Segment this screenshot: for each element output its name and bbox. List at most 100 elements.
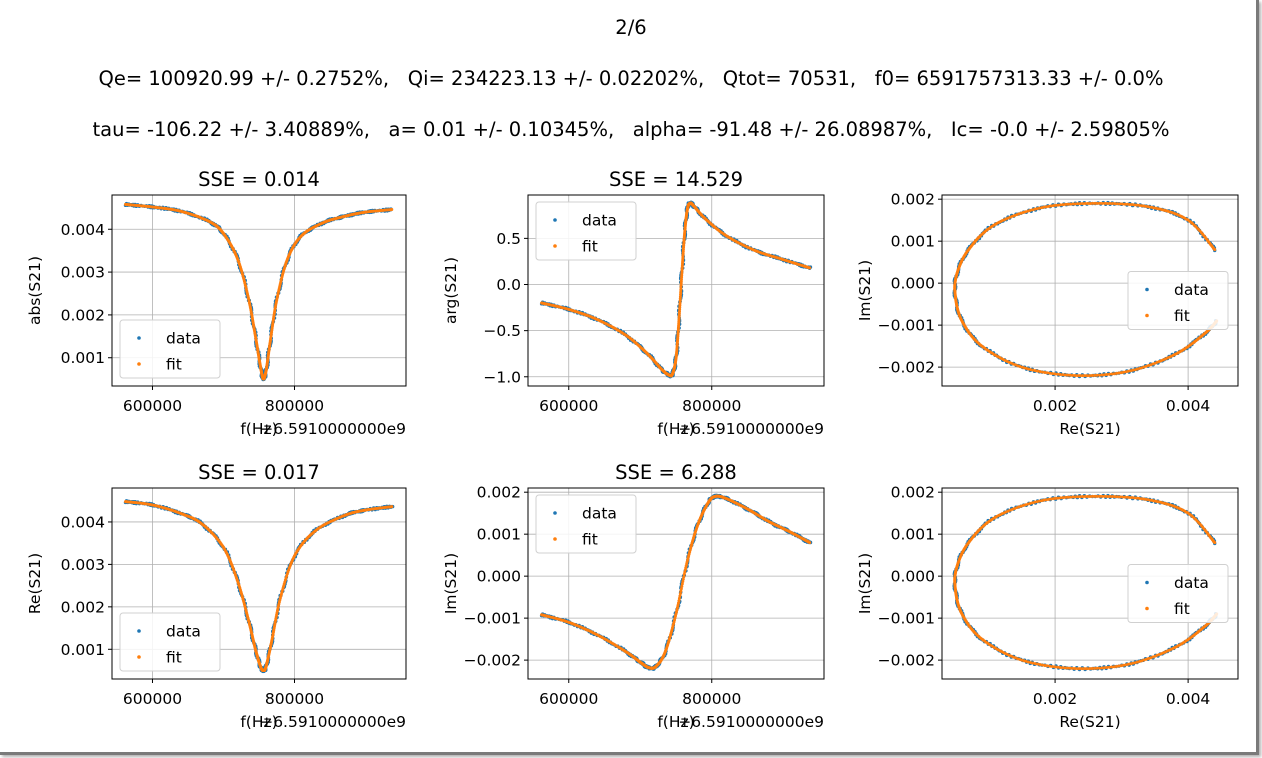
- point-fit: [1071, 495, 1075, 499]
- legend-label-fit: fit: [582, 531, 598, 549]
- legend-label-fit: fit: [166, 649, 182, 667]
- parameters-line-1: Qe= 100920.99 +/- 0.2752%, Qi= 234223.13…: [98, 67, 1164, 90]
- y-tick-label: −0.5: [483, 322, 521, 340]
- point-fit: [1140, 204, 1144, 208]
- point-fit: [1117, 371, 1121, 375]
- point-fit: [1130, 203, 1134, 207]
- point-fit: [1130, 496, 1134, 500]
- legend-box: [535, 494, 637, 554]
- point-fit: [681, 577, 685, 581]
- point-fit: [1120, 202, 1124, 206]
- point-fit: [1105, 666, 1109, 670]
- y-tick-label: 0.000: [891, 275, 935, 293]
- point-fit: [1098, 494, 1102, 498]
- point-fit: [1140, 497, 1144, 501]
- point-fit: [1071, 202, 1075, 206]
- point-fit: [1038, 663, 1042, 667]
- point-fit: [1112, 372, 1116, 376]
- x-tick-label: 800000: [265, 690, 324, 708]
- x-axis-label: Re(S21): [1059, 420, 1120, 438]
- point-fit: [1107, 665, 1111, 669]
- x-tick-label: 0.002: [1033, 690, 1077, 708]
- x-tick-label: 600000: [123, 690, 182, 708]
- chart-title: SSE = 14.529: [609, 168, 743, 191]
- legend-label-data: data: [582, 212, 617, 230]
- point-fit: [1063, 373, 1067, 377]
- point-fit: [1098, 201, 1102, 205]
- point-fit: [675, 606, 679, 610]
- point-fit: [1098, 666, 1102, 670]
- point-fit: [1026, 660, 1030, 664]
- point-fit: [1128, 495, 1132, 499]
- point-fit: [1122, 663, 1126, 667]
- point-fit: [680, 582, 684, 586]
- point-fit: [1041, 370, 1045, 374]
- point-fit: [682, 575, 686, 579]
- point-fit: [1035, 500, 1039, 504]
- y-tick-label: 0.000: [891, 568, 935, 586]
- point-fit: [1078, 202, 1082, 206]
- y-tick-label: −1.0: [483, 368, 521, 386]
- data-points: [539, 200, 813, 379]
- axes-frame: [941, 194, 1239, 387]
- point-fit: [1048, 664, 1052, 668]
- x-tick-label: 800000: [682, 397, 741, 415]
- point-fit: [1026, 502, 1030, 506]
- point-fit: [1024, 210, 1028, 214]
- point-fit: [678, 592, 682, 596]
- point-fit: [1100, 201, 1104, 205]
- point-fit: [679, 587, 683, 591]
- point-fit: [678, 294, 682, 298]
- y-axis-label: Im(S21): [856, 553, 874, 614]
- point-fit: [1047, 204, 1051, 208]
- point-fit: [1118, 202, 1122, 206]
- point-fit: [1119, 664, 1123, 668]
- legend-box: [535, 201, 637, 261]
- point-fit: [1095, 373, 1099, 377]
- point-fit: [1138, 366, 1142, 370]
- point-fit: [1056, 665, 1060, 669]
- axes-frame: [111, 487, 407, 680]
- point-fit: [1088, 201, 1092, 205]
- point-fit: [1100, 373, 1104, 377]
- point-fit: [1122, 370, 1126, 374]
- legend-marker-data: [1145, 287, 1149, 292]
- point-fit: [1073, 202, 1077, 206]
- x-axis-label: f(Hz): [240, 713, 277, 731]
- point-fit: [678, 303, 682, 307]
- x-offset-text: +6.5910000000e9: [678, 420, 824, 438]
- point-fit: [679, 286, 683, 290]
- point-fit: [1029, 368, 1033, 372]
- point-fit: [1135, 660, 1139, 664]
- point-fit: [1129, 369, 1133, 373]
- point-fit: [1061, 203, 1065, 207]
- y-tick-label: −0.002: [878, 652, 935, 670]
- point-fit: [1051, 497, 1055, 501]
- point-fit: [1058, 372, 1062, 376]
- point-fit: [1085, 667, 1089, 671]
- x-tick-label: 0.002: [1033, 397, 1077, 415]
- point-fit: [390, 505, 394, 509]
- legend-marker-data: [1145, 580, 1149, 585]
- legend-marker-data: [553, 218, 557, 222]
- x-tick-label: 0.004: [1166, 690, 1210, 708]
- point-fit: [1058, 665, 1062, 669]
- parameters-line-2: tau= -106.22 +/- 3.40889%, a= 0.01 +/- 0…: [92, 118, 1170, 141]
- point-fit: [1125, 495, 1129, 499]
- point-fit: [679, 284, 683, 288]
- y-tick-label: −0.002: [464, 652, 521, 670]
- chart-title: SSE = 6.288: [615, 461, 737, 484]
- point-fit: [1115, 664, 1119, 668]
- y-tick-label: 0.0: [496, 276, 521, 294]
- x-axis-label: Re(S21): [1059, 713, 1120, 731]
- point-fit: [1124, 370, 1128, 374]
- axes-frame: [527, 487, 825, 680]
- point-fit: [1073, 374, 1077, 378]
- chart-panel-6: 0.002 0.004−0.002−0.0010.0000.0010.002Re(…: [856, 484, 1239, 731]
- point-fit: [1105, 494, 1109, 498]
- point-fit: [1110, 665, 1114, 669]
- point-fit: [1036, 369, 1040, 373]
- point-fit: [1066, 202, 1070, 206]
